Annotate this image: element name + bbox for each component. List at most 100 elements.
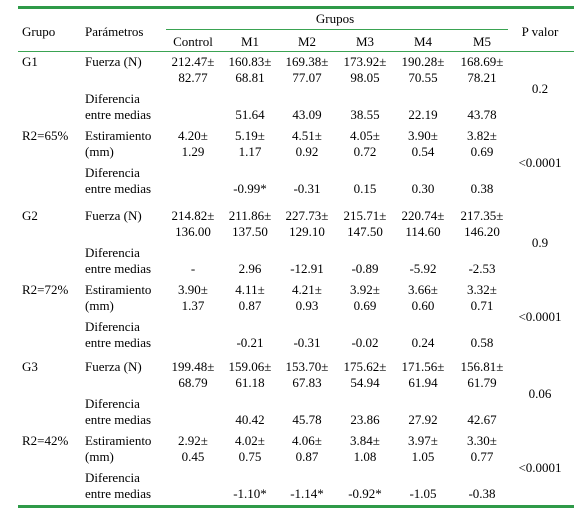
table-cell: 0.58 [470, 335, 494, 350]
table-cell: 4.05± [350, 128, 380, 143]
table-cell: 3.32± [467, 282, 497, 297]
table-cell: 175.62± [343, 359, 387, 374]
table-cell: 0.24 [411, 335, 435, 350]
table-cell: 68.81 [235, 70, 265, 85]
table-cell: 169.38± [285, 54, 329, 69]
table-cell: 67.83 [292, 375, 322, 390]
table-cell: 171.56± [401, 359, 445, 374]
table-cell: 27.92 [408, 412, 438, 427]
r2-label: R2=42% [22, 433, 69, 448]
table-cell: 61.94 [408, 375, 438, 390]
table-cell: 160.83± [228, 54, 272, 69]
table-cell: 43.78 [467, 107, 497, 122]
parameter-label: Fuerza (N) [85, 359, 142, 374]
table-bottom-rule [18, 505, 574, 508]
header-bottom-rule [18, 51, 574, 52]
table-cell: 0.77 [470, 449, 494, 464]
table-cell: 0.92 [295, 144, 319, 159]
table-cell: 215.71± [343, 208, 387, 223]
table-cell: -1.14* [290, 486, 324, 501]
p-value: <0.0001 [518, 155, 562, 170]
table-cell: 159.06± [228, 359, 272, 374]
table-cell: 61.18 [235, 375, 265, 390]
table-cell: 4.11± [235, 282, 265, 297]
table-cell: 212.47± [171, 54, 215, 69]
table-cell: -0.89 [351, 261, 379, 276]
header-grupos: Grupos [315, 11, 355, 26]
table-cell: -0.31 [293, 181, 321, 196]
table-cell: 227.73± [285, 208, 329, 223]
table-cell: 22.19 [408, 107, 438, 122]
table-cell: 4.51± [292, 128, 322, 143]
group-label: G1 [22, 54, 38, 69]
table-cell: 5.19± [235, 128, 265, 143]
table-cell: 173.92± [343, 54, 387, 69]
table-cell: 3.30± [467, 433, 497, 448]
table-cell: 147.50 [347, 224, 383, 239]
header-grupo: Grupo [22, 24, 56, 39]
table-cell: - [190, 261, 196, 276]
table-cell: -1.10* [233, 486, 267, 501]
table-cell: 156.81± [460, 359, 504, 374]
group-label: G2 [22, 208, 38, 223]
table-cell: 0.93 [295, 298, 319, 313]
table-cell: 220.74± [401, 208, 445, 223]
p-value: 0.9 [531, 235, 549, 250]
table-cell: 3.90± [178, 282, 208, 297]
table-cell: 2.92± [178, 433, 208, 448]
table-cell: 1.05 [411, 449, 435, 464]
table-cell: -0.92* [348, 486, 382, 501]
p-value: <0.0001 [518, 460, 562, 475]
table-top-rule [18, 6, 574, 9]
table-cell: 38.55 [350, 107, 380, 122]
parameter-label: Diferencia [85, 319, 140, 334]
parameter-label: Fuerza (N) [85, 54, 142, 69]
r2-label: R2=65% [22, 128, 69, 143]
table-cell: 0.71 [470, 298, 494, 313]
column-header-m2: M2 [297, 34, 317, 49]
table-cell: 3.90± [408, 128, 438, 143]
table-cell: 23.86 [350, 412, 380, 427]
table-cell: 214.82± [171, 208, 215, 223]
parameter-label: (mm) [85, 298, 114, 313]
table-cell: 42.67 [467, 412, 497, 427]
table-cell: -0.31 [293, 335, 321, 350]
table-cell: 0.87 [238, 298, 262, 313]
parameter-label: (mm) [85, 144, 114, 159]
table-cell: 153.70± [285, 359, 329, 374]
parameter-label: entre medias [85, 181, 152, 196]
table-cell: 1.37 [181, 298, 205, 313]
grupos-underline [166, 29, 508, 30]
r2-label: R2=72% [22, 282, 69, 297]
table-cell: 0.30 [411, 181, 435, 196]
parameter-label: Diferencia [85, 245, 140, 260]
header-parametros: Parámetros [85, 24, 144, 39]
parameter-label: Estiramiento [85, 282, 152, 297]
column-header-m5: M5 [472, 34, 492, 49]
table-cell: 4.21± [292, 282, 322, 297]
table-cell: -1.05 [409, 486, 437, 501]
table-cell: 146.20 [464, 224, 500, 239]
parameter-label: Diferencia [85, 165, 140, 180]
table-cell: 68.79 [178, 375, 208, 390]
table-cell: 1.17 [238, 144, 262, 159]
table-cell: 77.07 [292, 70, 322, 85]
p-value: 0.06 [528, 386, 552, 401]
table-cell: 78.21 [467, 70, 497, 85]
table-cell: 0.72 [353, 144, 377, 159]
parameter-label: Diferencia [85, 470, 140, 485]
table-cell: 0.69 [353, 298, 377, 313]
parameter-label: entre medias [85, 335, 152, 350]
group-label: G3 [22, 359, 38, 374]
table-cell: -0.38 [468, 486, 496, 501]
table-cell: -0.21 [236, 335, 264, 350]
table-cell: 2.96 [238, 261, 262, 276]
column-header-m1: M1 [240, 34, 260, 49]
parameter-label: Fuerza (N) [85, 208, 142, 223]
parameter-label: entre medias [85, 486, 152, 501]
table-cell: 168.69± [460, 54, 504, 69]
table-cell: 70.55 [408, 70, 438, 85]
parameter-label: Diferencia [85, 396, 140, 411]
table-cell: 40.42 [235, 412, 265, 427]
table-cell: 1.29 [181, 144, 205, 159]
